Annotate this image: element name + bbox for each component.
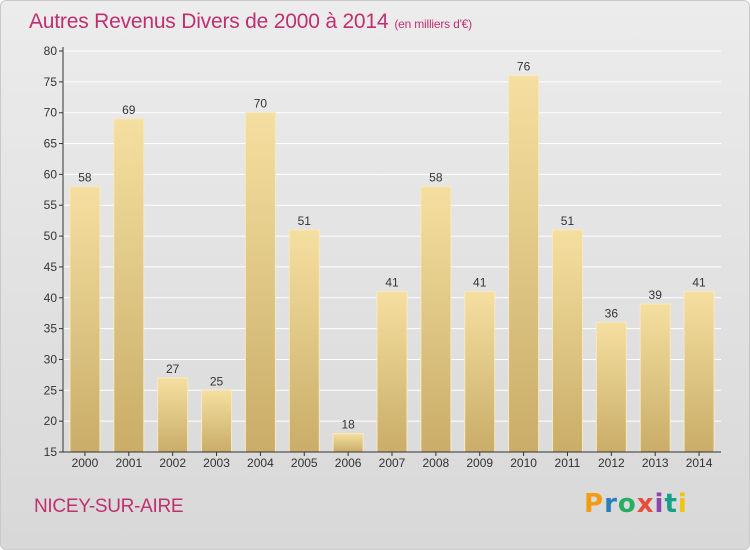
chart-title-text: Autres Revenus Divers de 2000 à 2014 <box>29 10 389 33</box>
x-tick-label: 2000 <box>72 456 99 470</box>
y-tick-label: 25 <box>44 383 58 397</box>
chart-unit: (en milliers d'€) <box>394 17 472 31</box>
bar <box>201 389 233 453</box>
y-tick-label: 40 <box>44 291 58 305</box>
data-label: 58 <box>429 171 443 185</box>
x-tick-label: 2013 <box>642 456 669 470</box>
proxiti-logo[interactable]: Proxiti <box>584 489 688 519</box>
data-label: 41 <box>473 276 487 290</box>
x-axis: 2000 2001 2002 2003 2004 2005 2006 2007 2008 2009… <box>63 451 721 470</box>
bar <box>376 291 408 453</box>
x-tick-label: 2014 <box>686 456 713 470</box>
bar <box>244 112 276 453</box>
x-tick-label: 2008 <box>423 456 450 470</box>
logo-letter: o <box>617 489 637 519</box>
bar <box>113 118 145 453</box>
x-tick-label: 2002 <box>159 456 186 470</box>
data-label: 69 <box>122 103 136 117</box>
commune-name: NICEY-SUR-AIRE <box>34 496 184 517</box>
x-tick-label: 2006 <box>335 456 362 470</box>
x-tick-label: 2001 <box>115 456 142 470</box>
bars: 58 69 27 25 70 51 18 41 58 41 76 51 36 39 41 <box>69 60 715 453</box>
bar <box>69 186 101 453</box>
logo-letter: r <box>604 489 618 519</box>
data-label: 18 <box>341 417 355 431</box>
bar <box>332 432 364 453</box>
y-tick-label: 50 <box>44 229 58 243</box>
y-tick-label: 65 <box>44 137 58 151</box>
y-tick-label: 75 <box>44 75 58 89</box>
bar <box>683 291 715 453</box>
data-label: 39 <box>649 288 663 302</box>
x-tick-label: 2007 <box>379 456 406 470</box>
bar <box>157 377 189 453</box>
data-label: 70 <box>254 97 268 111</box>
x-tick-label: 2004 <box>247 456 274 470</box>
bar <box>639 303 671 453</box>
bar <box>551 229 583 453</box>
y-tick-label: 30 <box>44 352 58 366</box>
y-tick-label: 60 <box>44 167 58 181</box>
data-label: 51 <box>561 214 575 228</box>
x-tick-label: 2003 <box>203 456 230 470</box>
x-tick-label: 2011 <box>555 456 581 470</box>
logo-letter: t <box>664 489 678 519</box>
y-tick-label: 20 <box>44 414 58 428</box>
x-tick-label: 2012 <box>598 456 625 470</box>
data-label: 41 <box>385 276 399 290</box>
data-label: 41 <box>692 276 706 290</box>
data-label: 51 <box>298 214 312 228</box>
bar <box>288 229 320 453</box>
bar <box>420 186 452 453</box>
chart-title: Autres Revenus Divers de 2000 à 2014 (en … <box>29 10 472 34</box>
logo-letter: P <box>584 489 605 519</box>
data-label: 76 <box>517 60 531 74</box>
x-tick-label: 2009 <box>466 456 493 470</box>
x-tick-label: 2010 <box>510 456 537 470</box>
y-tick-label: 80 <box>44 44 58 58</box>
bar <box>508 75 540 453</box>
data-label: 27 <box>166 362 180 376</box>
logo-letter: x <box>636 489 655 519</box>
x-tick-label: 2005 <box>291 456 318 470</box>
y-tick-label: 70 <box>44 106 58 120</box>
data-label: 25 <box>210 374 224 388</box>
data-label: 58 <box>78 171 92 185</box>
y-tick-label: 35 <box>44 322 58 336</box>
logo-letter: i <box>677 489 688 519</box>
y-tick-label: 55 <box>44 198 58 212</box>
bar <box>464 291 496 453</box>
bar <box>595 321 627 453</box>
y-tick-label: 15 <box>44 445 58 459</box>
y-tick-label: 45 <box>44 260 58 274</box>
logo-letter: i <box>654 489 665 519</box>
y-axis: 15 20 25 30 35 40 45 50 55 60 65 70 75 80 <box>44 44 64 459</box>
data-label: 36 <box>605 306 619 320</box>
